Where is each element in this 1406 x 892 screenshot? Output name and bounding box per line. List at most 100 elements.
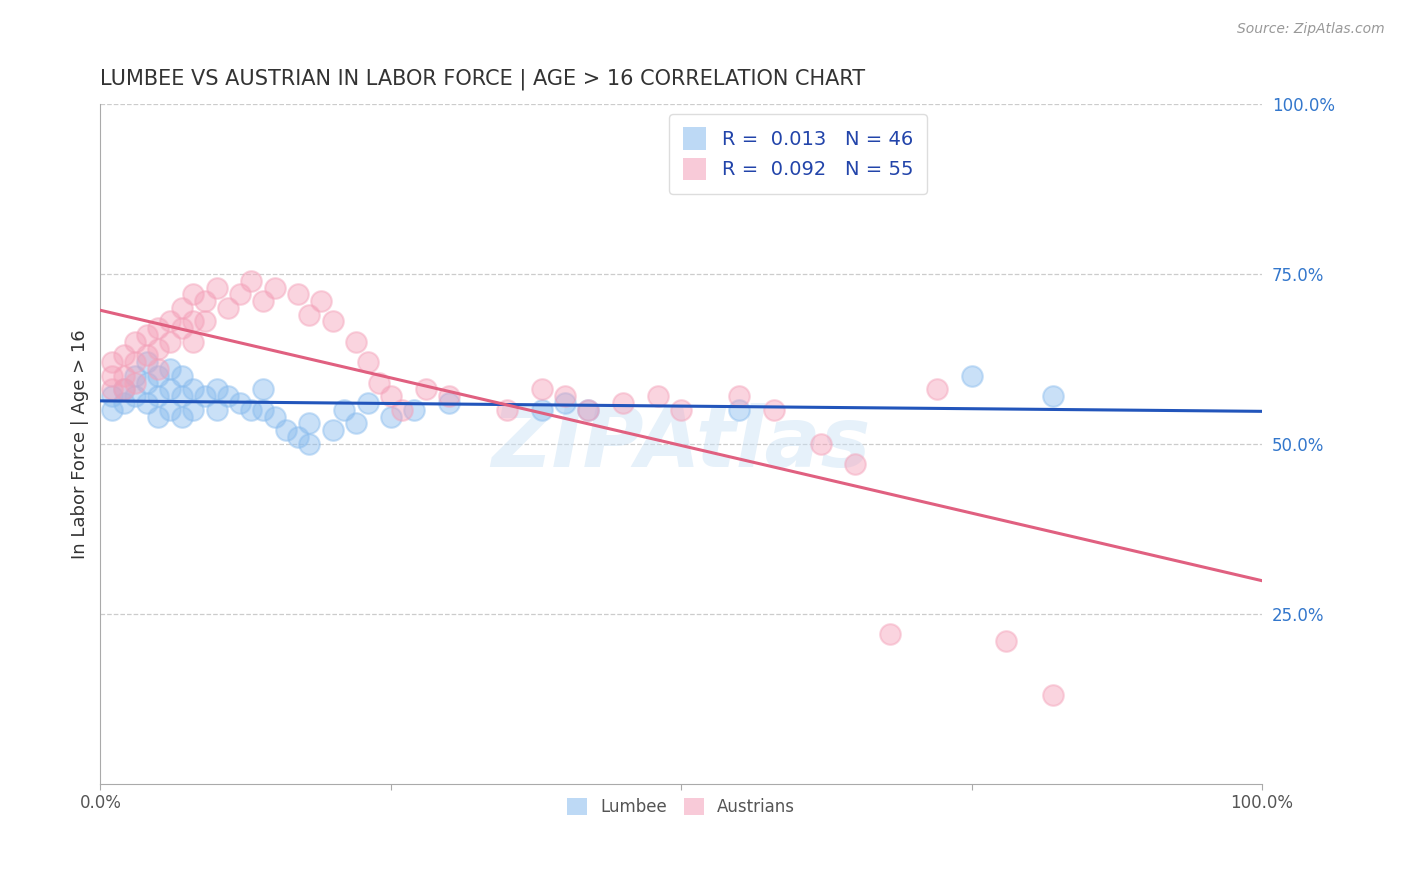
Point <box>252 402 274 417</box>
Point <box>960 368 983 383</box>
Point <box>205 383 228 397</box>
Point <box>170 301 193 315</box>
Point <box>287 430 309 444</box>
Text: ZIPAtlas: ZIPAtlas <box>492 403 870 484</box>
Point <box>229 287 252 301</box>
Legend: Lumbee, Austrians: Lumbee, Austrians <box>561 791 801 823</box>
Point <box>170 409 193 424</box>
Point <box>995 634 1018 648</box>
Point <box>112 396 135 410</box>
Point <box>333 402 356 417</box>
Point <box>344 417 367 431</box>
Point <box>298 417 321 431</box>
Point <box>148 362 170 376</box>
Point <box>148 368 170 383</box>
Point <box>159 402 181 417</box>
Point <box>276 423 298 437</box>
Point <box>135 349 157 363</box>
Point <box>181 334 204 349</box>
Point <box>437 389 460 403</box>
Point <box>148 342 170 356</box>
Point <box>194 389 217 403</box>
Point <box>217 301 239 315</box>
Point <box>159 334 181 349</box>
Point <box>148 389 170 403</box>
Point <box>298 308 321 322</box>
Point <box>1042 689 1064 703</box>
Point <box>135 355 157 369</box>
Point <box>810 437 832 451</box>
Point <box>437 396 460 410</box>
Point <box>380 409 402 424</box>
Point <box>402 402 425 417</box>
Point <box>170 368 193 383</box>
Point <box>356 355 378 369</box>
Point <box>205 402 228 417</box>
Point <box>112 383 135 397</box>
Point <box>344 334 367 349</box>
Point <box>194 294 217 309</box>
Point <box>309 294 332 309</box>
Point <box>287 287 309 301</box>
Point <box>647 389 669 403</box>
Point <box>112 368 135 383</box>
Point <box>728 402 751 417</box>
Point <box>496 402 519 417</box>
Point <box>135 328 157 343</box>
Point <box>112 349 135 363</box>
Point <box>181 287 204 301</box>
Point <box>252 294 274 309</box>
Point <box>124 334 146 349</box>
Point <box>124 368 146 383</box>
Point <box>170 321 193 335</box>
Point <box>124 355 146 369</box>
Point <box>844 457 866 471</box>
Point <box>879 627 901 641</box>
Point <box>263 280 285 294</box>
Point <box>391 402 413 417</box>
Point <box>148 321 170 335</box>
Y-axis label: In Labor Force | Age > 16: In Labor Force | Age > 16 <box>72 329 89 558</box>
Point <box>148 409 170 424</box>
Point <box>263 409 285 424</box>
Point <box>181 314 204 328</box>
Point <box>240 274 263 288</box>
Point <box>576 402 599 417</box>
Point <box>669 402 692 417</box>
Point <box>194 314 217 328</box>
Point <box>415 383 437 397</box>
Point <box>356 396 378 410</box>
Point <box>159 383 181 397</box>
Point <box>1042 389 1064 403</box>
Point <box>298 437 321 451</box>
Point <box>101 355 124 369</box>
Point <box>322 314 344 328</box>
Point <box>159 362 181 376</box>
Point <box>554 389 576 403</box>
Point <box>135 376 157 390</box>
Point <box>530 383 553 397</box>
Point <box>554 396 576 410</box>
Point <box>380 389 402 403</box>
Point <box>181 383 204 397</box>
Point <box>530 402 553 417</box>
Point <box>252 383 274 397</box>
Point <box>181 402 204 417</box>
Point <box>240 402 263 417</box>
Point <box>101 383 124 397</box>
Point <box>124 376 146 390</box>
Point <box>763 402 786 417</box>
Point <box>217 389 239 403</box>
Text: LUMBEE VS AUSTRIAN IN LABOR FORCE | AGE > 16 CORRELATION CHART: LUMBEE VS AUSTRIAN IN LABOR FORCE | AGE … <box>100 69 866 90</box>
Point <box>925 383 948 397</box>
Point <box>576 402 599 417</box>
Point <box>159 314 181 328</box>
Point <box>135 396 157 410</box>
Point <box>368 376 391 390</box>
Point <box>101 368 124 383</box>
Point <box>728 389 751 403</box>
Point <box>124 389 146 403</box>
Point <box>205 280 228 294</box>
Point <box>101 389 124 403</box>
Point <box>112 383 135 397</box>
